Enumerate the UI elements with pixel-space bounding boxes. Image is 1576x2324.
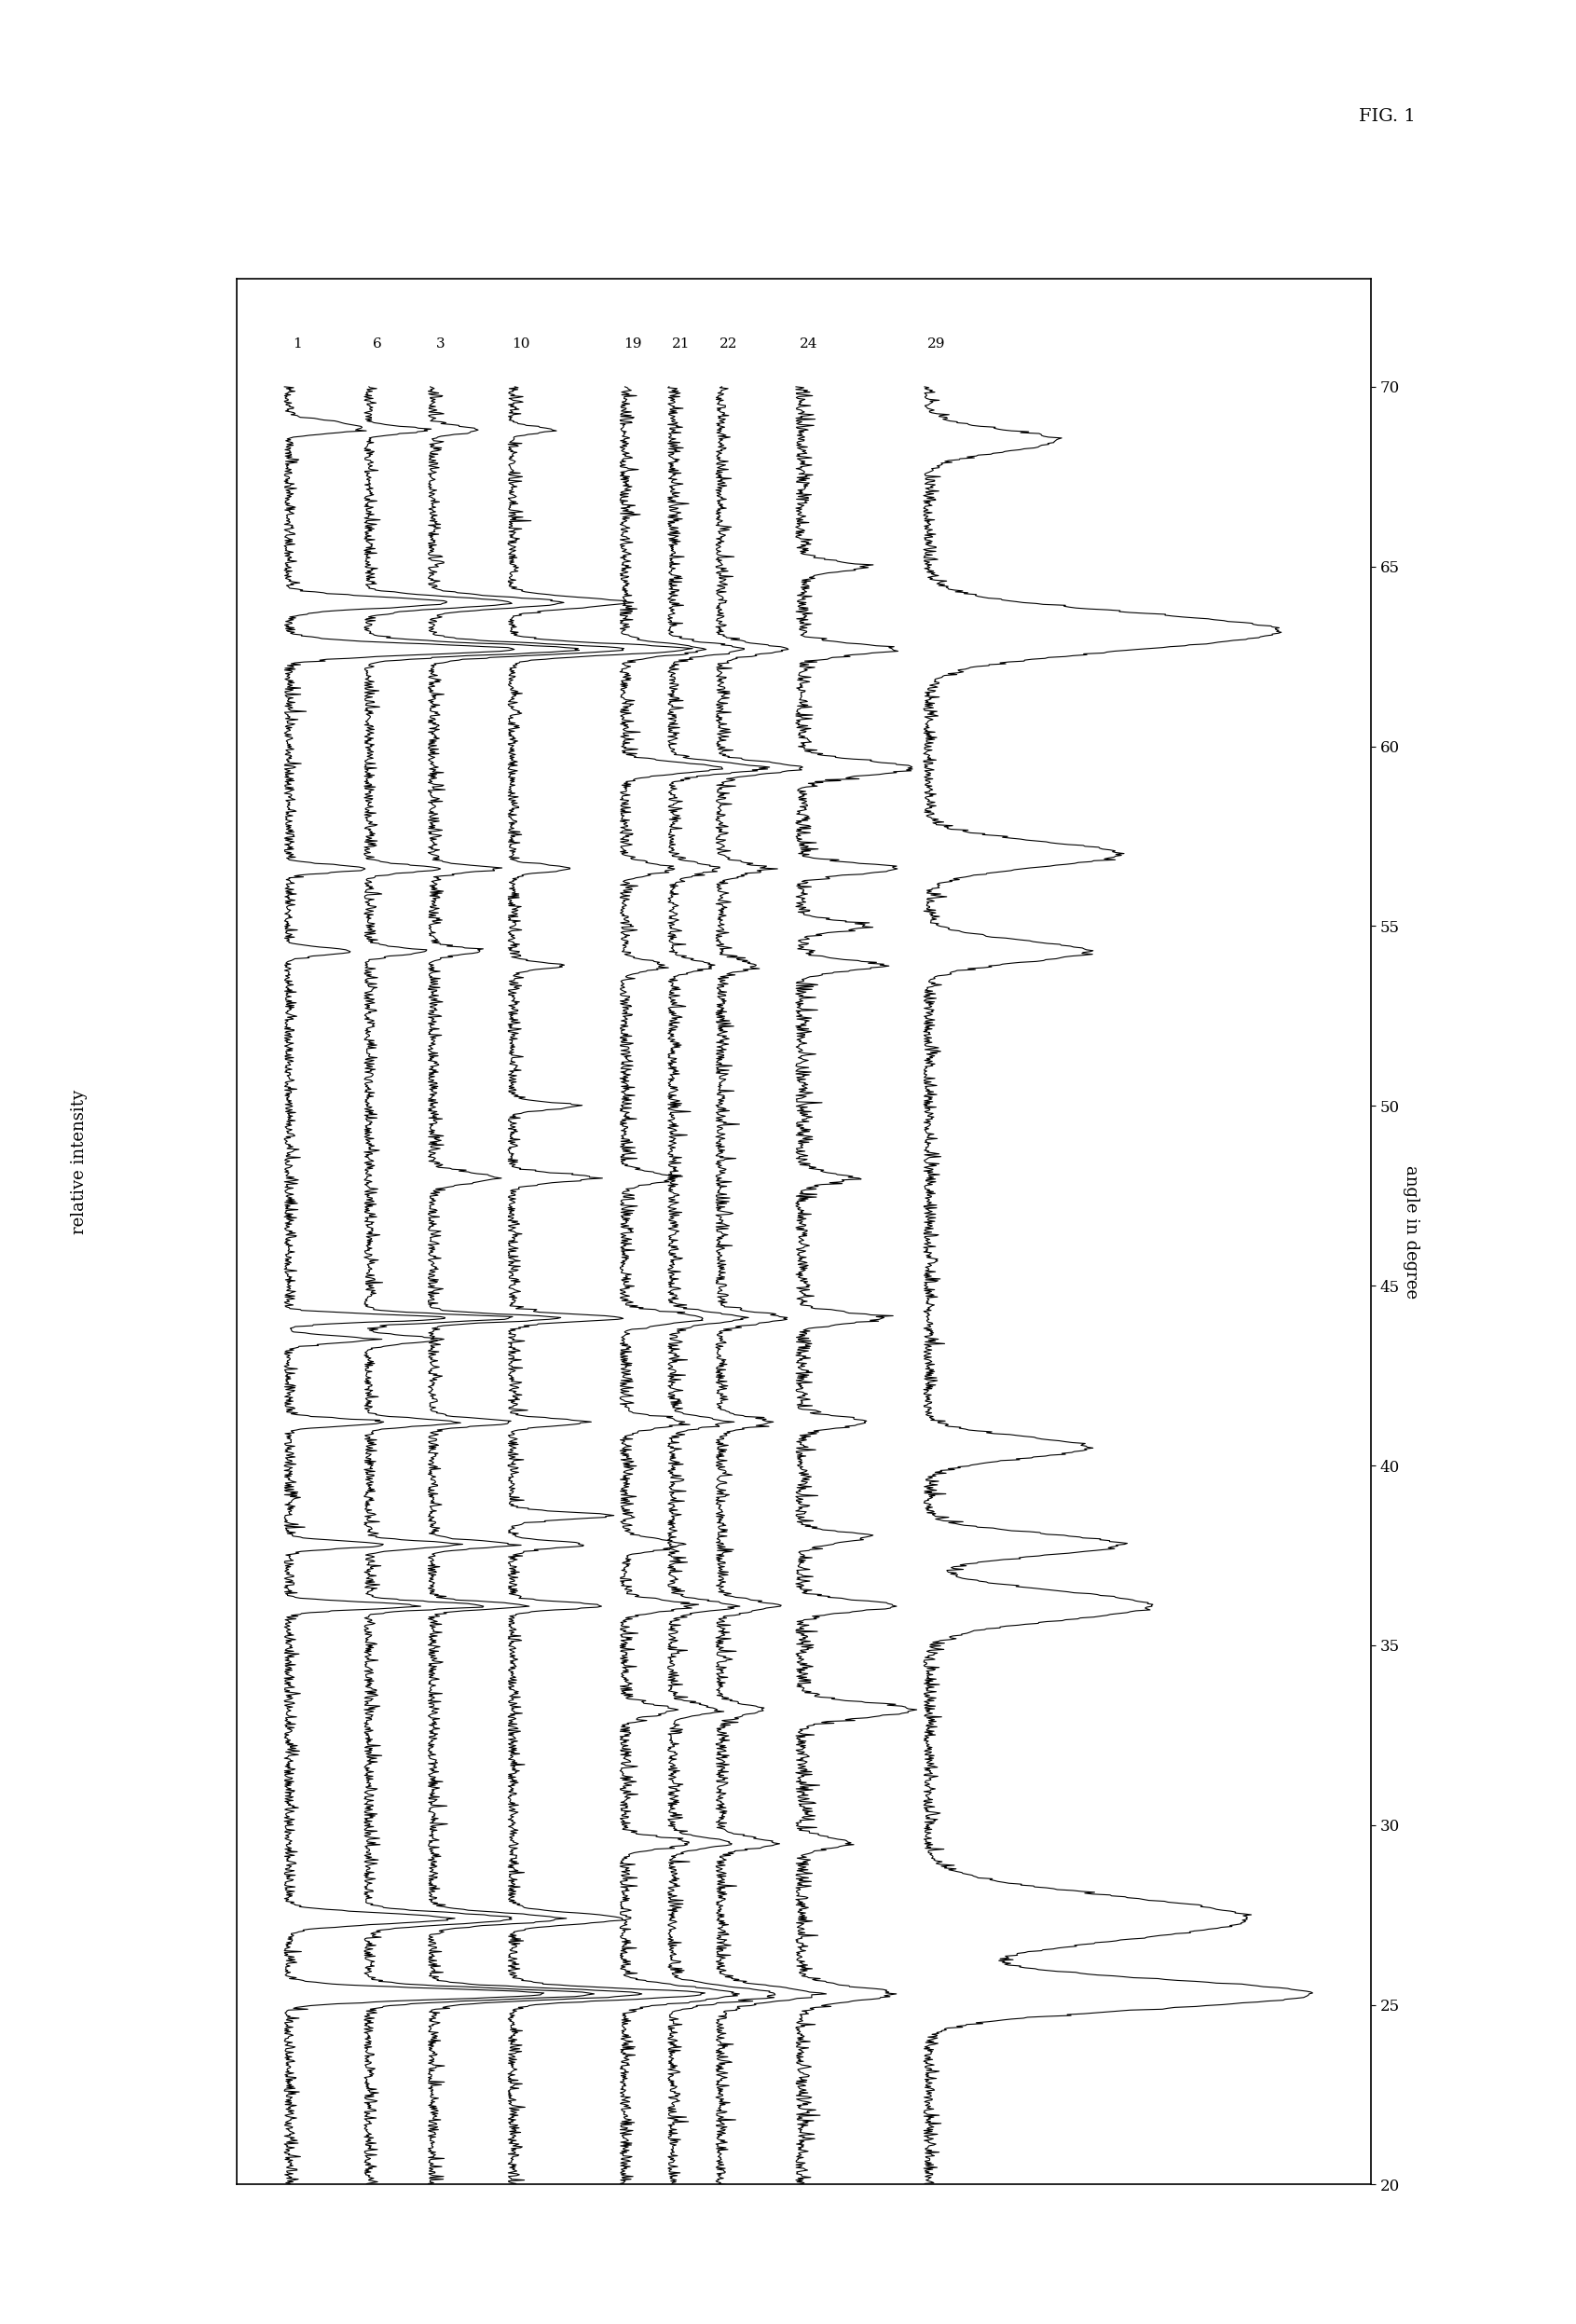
Text: FIG. 1: FIG. 1 — [1359, 107, 1415, 125]
Text: 22: 22 — [720, 337, 738, 351]
Text: 3: 3 — [437, 337, 446, 351]
Text: 19: 19 — [624, 337, 641, 351]
Text: 21: 21 — [671, 337, 690, 351]
Text: 10: 10 — [512, 337, 530, 351]
Text: 1: 1 — [293, 337, 301, 351]
Y-axis label: angle in degree: angle in degree — [1403, 1164, 1420, 1299]
Text: 29: 29 — [927, 337, 946, 351]
Text: 6: 6 — [372, 337, 381, 351]
Text: relative intensity: relative intensity — [71, 1090, 87, 1234]
Text: 24: 24 — [799, 337, 818, 351]
